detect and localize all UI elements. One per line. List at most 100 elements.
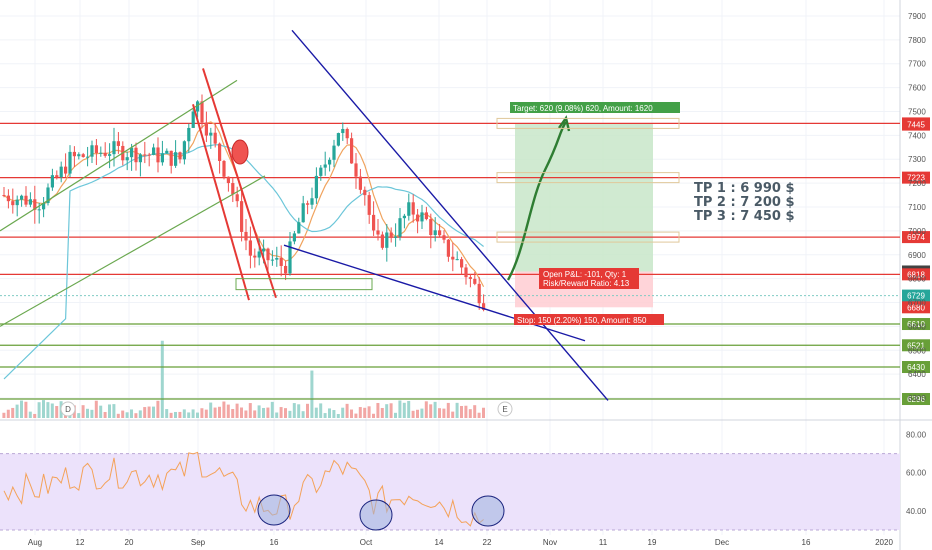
target-box (496, 117, 680, 129)
price-tick-label: 6900 (908, 251, 926, 260)
candle-body (134, 147, 138, 163)
volume-bar (218, 406, 221, 418)
price-tick-label: 7100 (908, 203, 926, 212)
volume-bar (473, 405, 477, 418)
candle-body (204, 122, 208, 136)
candle-body (46, 187, 50, 204)
candle-body (77, 154, 81, 157)
time-axis[interactable]: Aug 12 20 Sep 16 Oct 14 22 Nov 11 19 Dec 16 2020 (28, 538, 894, 547)
price-tag-label: 6610 (907, 320, 925, 329)
candle-body (464, 267, 468, 278)
volume-bar (416, 409, 419, 418)
volume-bar (420, 408, 424, 418)
price-tick-label: 7700 (908, 60, 926, 69)
time-tick-label: Nov (543, 538, 557, 547)
volume-bar (376, 402, 380, 418)
volume-bar (178, 411, 182, 418)
candle-body (125, 157, 129, 161)
volume-bar (108, 404, 111, 418)
volume-bar (270, 401, 274, 418)
price-tick-label: 7200 (908, 179, 926, 188)
candle-body (103, 152, 107, 156)
price-tick-label: 7600 (908, 84, 926, 93)
volume-bar (306, 403, 309, 418)
candle-body (363, 189, 367, 196)
time-tick-label: Aug (28, 538, 42, 547)
candle-body (178, 152, 182, 160)
candle-body (292, 233, 296, 242)
candle-body (6, 195, 10, 202)
candle-body (257, 251, 261, 258)
candle-body (385, 232, 389, 248)
highlight-marker (231, 139, 249, 165)
candle-body (297, 222, 301, 234)
volume-bar (209, 402, 213, 418)
candle-body (191, 111, 195, 128)
stop-label: Stop: 150 (2.20%) 150, Amount: 850 (517, 316, 647, 325)
volume-bar (28, 411, 32, 418)
time-tick-label: 12 (76, 538, 85, 547)
volume-bar (116, 413, 120, 418)
volume-bar (482, 407, 485, 418)
candle-body (68, 151, 72, 174)
price-tick-label: 7900 (908, 12, 926, 21)
oversold-highlight (257, 494, 291, 526)
candle-body (345, 128, 349, 139)
candle-body (367, 195, 371, 215)
volume-bar (332, 410, 336, 418)
candle-body (411, 202, 415, 215)
time-tick-label: 16 (270, 538, 279, 547)
volume-bar (310, 370, 314, 418)
price-tick-label: 6600 (908, 322, 926, 331)
volume-bar (424, 401, 428, 418)
volume-bar (367, 406, 371, 418)
price-tag-label: 7445 (907, 121, 925, 130)
volume-bar (152, 406, 155, 418)
candle-body (86, 156, 90, 158)
candle-body (37, 209, 41, 211)
volume-bar (33, 413, 37, 418)
steep-downtrend-2 (192, 104, 250, 301)
price-axis[interactable]: 7900 7800 7700 7600 7500 7400 7300 7200 7100 7000… (906, 12, 927, 516)
price-tag (902, 231, 930, 244)
time-tick-label: 14 (435, 538, 444, 547)
volume-bar (301, 411, 305, 418)
volume-bar (336, 413, 340, 418)
volume-bar (90, 409, 94, 418)
price-tag-label: 6974 (907, 233, 925, 242)
candle-body (284, 265, 288, 274)
candle-body (314, 175, 318, 199)
tp2-label: TP 2 : 7 200 $ (694, 195, 795, 210)
candle-body (455, 259, 459, 261)
volume-bar (460, 405, 463, 418)
candle-body (442, 235, 446, 240)
volume-bar (240, 407, 243, 418)
price-tag (902, 301, 930, 314)
volume-bar (143, 407, 147, 418)
candle-body (2, 195, 6, 197)
volume-bar (156, 400, 160, 418)
volume-bar (11, 407, 15, 418)
price-tag-label: 6680 (907, 303, 925, 312)
candle-body (240, 201, 244, 232)
event-marker-label: E (502, 405, 507, 414)
position-annotations: Target: 620 (9.08%) 620, Amount: 1620 Op… (510, 102, 795, 325)
rsi-tick-label: 40.00 (906, 507, 927, 516)
candlesticks (2, 94, 486, 312)
volume-bar (200, 408, 204, 418)
target-label-bg (510, 102, 680, 113)
volume-bar (46, 402, 50, 418)
price-tag (902, 118, 930, 131)
rsi-band (0, 453, 900, 530)
candle-body (42, 203, 46, 210)
candle-body (328, 159, 332, 165)
volume-bar (394, 412, 397, 418)
price-tick-label: 7000 (908, 227, 926, 236)
candle-body (94, 145, 98, 154)
volume-bar (257, 405, 261, 418)
candle-body (310, 198, 314, 205)
volume-bar (138, 410, 142, 418)
candle-body (319, 167, 323, 176)
price-tag (902, 289, 930, 302)
